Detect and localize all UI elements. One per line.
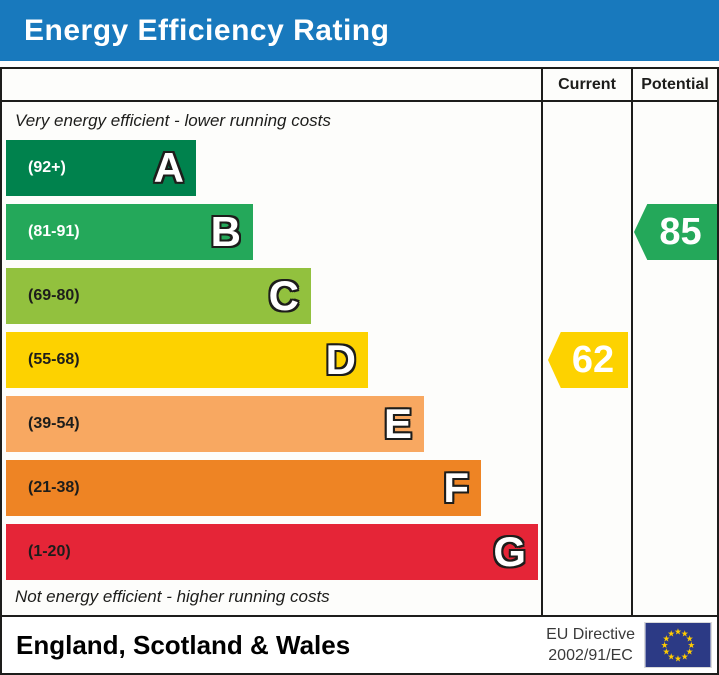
bottom-caption: Not energy efficient - higher running co… xyxy=(15,587,330,606)
table-header-row xyxy=(2,69,717,102)
band-bar-b: (81-91) B xyxy=(6,204,253,260)
region-label: England, Scotland & Wales xyxy=(16,629,351,660)
potential-rating-arrow: 85 xyxy=(634,204,717,260)
current-rating-value: 62 xyxy=(571,338,615,381)
current-rating-arrow: 62 xyxy=(548,332,628,388)
svg-text:★: ★ xyxy=(681,629,689,639)
svg-text:★: ★ xyxy=(667,629,675,639)
band-bar-f: (21-38) F xyxy=(6,460,481,516)
band-range-label: (39-54) xyxy=(28,415,80,432)
band-letter: D xyxy=(325,336,356,383)
svg-text:★: ★ xyxy=(661,641,669,651)
band-range-label: (69-80) xyxy=(28,287,80,304)
title-bar: Energy Efficiency Rating xyxy=(0,0,719,61)
band-bar-e: (39-54) E xyxy=(6,396,424,452)
top-caption: Very energy efficient - lower running co… xyxy=(15,111,331,130)
band-letter: A xyxy=(153,144,184,191)
svg-text:★: ★ xyxy=(681,653,689,663)
band-bar-a: (92+) A xyxy=(6,140,196,196)
band-bar-c: (69-80) C xyxy=(6,268,311,324)
band-range-label: (81-91) xyxy=(28,223,80,240)
band-bar-d: (55-68) D xyxy=(6,332,368,388)
svg-text:★: ★ xyxy=(663,648,671,658)
band-range-label: (55-68) xyxy=(28,351,80,368)
band-range-label: (1-20) xyxy=(28,543,71,560)
band-bar-g: (1-20) G xyxy=(6,524,538,580)
potential-rating-value: 85 xyxy=(659,210,702,253)
svg-text:★: ★ xyxy=(663,634,671,644)
svg-text:★: ★ xyxy=(688,641,696,651)
eu-directive-line1: EU Directive xyxy=(546,626,635,643)
footer: England, Scotland & Wales EU Directive 2… xyxy=(0,615,719,675)
current-column-header: Current xyxy=(558,75,616,93)
band-letter: F xyxy=(443,464,469,511)
band-range-label: (21-38) xyxy=(28,479,80,496)
band-letter: C xyxy=(268,272,299,319)
rating-table: Current Potential Very energy efficient … xyxy=(0,67,719,617)
svg-text:★: ★ xyxy=(686,648,694,658)
svg-text:★: ★ xyxy=(674,628,682,638)
band-range-label: (92+) xyxy=(28,159,66,176)
page-title: Energy Efficiency Rating xyxy=(24,13,390,47)
potential-column-header: Potential xyxy=(641,75,709,93)
svg-text:★: ★ xyxy=(674,654,682,664)
svg-text:★: ★ xyxy=(667,653,675,663)
eu-directive-text: EU Directive 2002/91/EC xyxy=(546,624,635,666)
band-letter: G xyxy=(493,528,526,575)
band-letter: E xyxy=(383,400,412,447)
svg-text:★: ★ xyxy=(686,634,694,644)
potential-column-divider xyxy=(631,69,633,615)
eu-flag-icon: ★ ★ ★ ★ ★ ★ ★ ★ ★ ★ ★ ★ xyxy=(644,622,712,668)
band-letter: B xyxy=(210,208,241,255)
eu-directive-line2: 2002/91/EC xyxy=(548,647,633,664)
current-column-divider xyxy=(541,69,543,615)
